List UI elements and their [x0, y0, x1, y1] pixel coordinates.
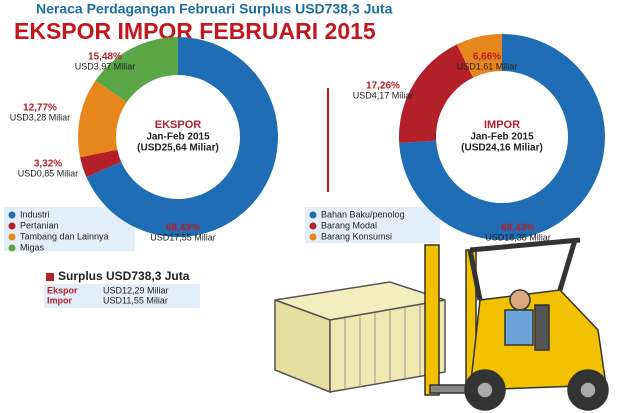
donut-slice [456, 34, 502, 78]
amount-label: USD0,85 Miliar [18, 168, 79, 178]
legend-marker [309, 211, 317, 219]
legend-label: Tambang dan Lainnya [20, 231, 109, 241]
value-label: 3,32% [34, 159, 62, 170]
summary-box [44, 284, 200, 308]
value-label: 12,77% [23, 103, 57, 114]
legend-label: Bahan Baku/penolog [321, 209, 405, 219]
crate-illustration [274, 281, 446, 394]
center-text: Jan-Feb 2015 [146, 132, 210, 143]
summary-label: Ekspor [47, 285, 78, 295]
amount-label: USD3,97 Miliar [75, 61, 136, 71]
legend-marker [8, 222, 16, 230]
legend-marker [309, 233, 317, 241]
center-title: EKSPOR [155, 119, 202, 131]
donut-slice [399, 44, 474, 143]
subtitle: Neraca Perdagangan Februari Surplus USD7… [36, 1, 393, 17]
summary-value: USD12,29 Miliar [103, 285, 169, 295]
amount-label: USD1,61 Miliar [457, 61, 518, 71]
center-text: (USD24,16 Miliar) [461, 143, 543, 154]
center-title: IMPOR [484, 119, 520, 131]
legend-box [4, 207, 135, 251]
summary-title: Surplus USD738,3 Juta [58, 269, 190, 283]
legend-marker [8, 211, 16, 219]
value-label: 68,43% [501, 223, 535, 234]
summary-marker [46, 273, 54, 281]
value-label: 68,43% [166, 223, 200, 234]
center-text: Jan-Feb 2015 [470, 132, 534, 143]
legend-marker [8, 244, 16, 252]
legend-label: Barang Modal [321, 220, 377, 230]
amount-label: USD3,28 Miliar [10, 112, 71, 122]
amount-label: USD17,55 Miliar [150, 232, 216, 242]
legend-marker [309, 222, 317, 230]
summary-label: Impor [47, 295, 72, 305]
donut-slice [95, 37, 178, 103]
summary-value: USD11,55 Miliar [103, 295, 168, 305]
donut-slice [80, 149, 122, 178]
legend-box [305, 207, 440, 243]
legend-label: Barang Konsumsi [321, 231, 392, 241]
amount-label: USD18,38 Miliar [485, 232, 551, 242]
center-text: (USD25,64 Miliar) [137, 143, 219, 154]
amount-label: USD4,17 Miliar [353, 90, 414, 100]
donut-slice [78, 80, 127, 158]
donut-slice [86, 37, 278, 237]
legend-label: Migas [20, 242, 45, 252]
forklift-illustration [424, 237, 609, 411]
value-label: 6,66% [473, 52, 501, 63]
value-label: 17,26% [366, 81, 400, 92]
legend-label: Pertanian [20, 220, 59, 230]
legend-label: Industri [20, 209, 50, 219]
value-label: 15,48% [88, 52, 122, 63]
legend-marker [8, 233, 16, 241]
donut-slice [399, 34, 605, 241]
